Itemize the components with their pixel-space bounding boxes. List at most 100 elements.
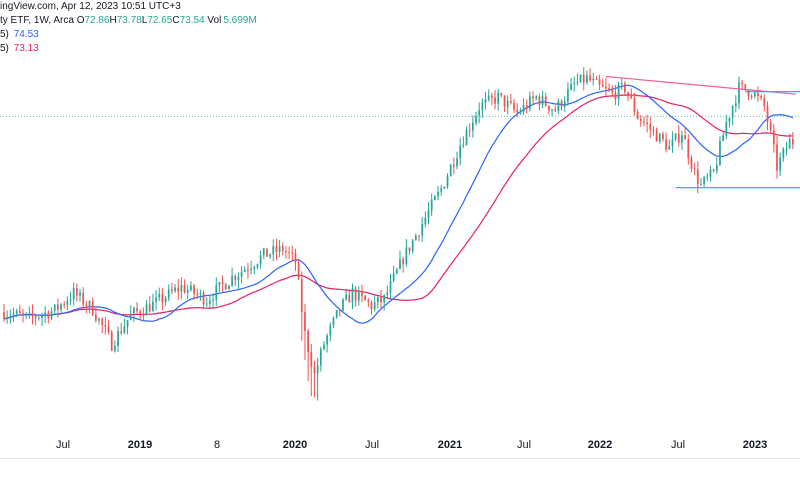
candle-body [72, 288, 75, 300]
candle-body [190, 285, 192, 291]
candle-body [6, 316, 9, 320]
ohlc-value-o: 72.86 [84, 15, 110, 26]
candle-body [522, 105, 525, 113]
candle-body [41, 315, 43, 318]
candle-body [304, 312, 306, 331]
candle-body [37, 317, 40, 319]
candle-body [750, 95, 753, 97]
candle-body [462, 145, 465, 147]
candle-body [747, 89, 750, 96]
candle-body [449, 164, 452, 177]
candle-body [516, 109, 519, 113]
candle-body [177, 287, 180, 292]
candle-body [655, 130, 658, 142]
candle-body [139, 311, 142, 315]
candle-body [576, 82, 579, 84]
candle-body [275, 246, 278, 252]
x-tick-label: Jul [516, 439, 532, 451]
ohlc-key-o: O [76, 15, 85, 26]
candle-body [66, 301, 69, 305]
ohlc-key-h: H [109, 15, 117, 26]
candle-body [88, 301, 91, 307]
candle-body [399, 259, 401, 270]
volume-value: 5.699M [223, 15, 257, 26]
candle-body [12, 313, 15, 317]
candle-body [532, 96, 534, 99]
candle-body [209, 300, 211, 304]
chart-legend: ingView.com, Apr 12, 2023 10:51 UTC+3 ty… [0, 0, 257, 56]
candle-body [734, 103, 737, 107]
candle-body [674, 133, 677, 140]
candle-body [15, 310, 18, 314]
time-axis[interactable]: Jul 2019 8 2020 Jul 2021 Jul 2022 Jul 2023 [0, 433, 800, 487]
candle-body [63, 304, 66, 306]
candle-body [332, 317, 335, 326]
candle-body [34, 316, 37, 319]
candle-body [405, 247, 408, 265]
candle-body [703, 177, 705, 185]
candle-body [53, 304, 56, 312]
candle-body [361, 291, 363, 296]
candle-body [351, 288, 354, 303]
symbol-row: ty ETF, 1W, Arca O72.86H73.78L72.65C73.5… [0, 14, 257, 28]
candle-body [129, 313, 132, 321]
candle-body [85, 304, 88, 307]
candle-body [167, 289, 170, 299]
price-chart[interactable] [0, 0, 800, 433]
candle-body [164, 298, 167, 303]
candle-body [79, 292, 81, 296]
candle-body [262, 248, 265, 256]
candle-body [259, 255, 262, 265]
candle-body [560, 101, 563, 107]
candle-body [107, 326, 110, 333]
candle-body [186, 290, 189, 293]
candle-body [643, 121, 645, 123]
ohlc-key-l: L [141, 15, 148, 26]
candle-body [592, 78, 595, 81]
candle-body [411, 240, 414, 252]
candle-body [392, 273, 395, 281]
candle-body [465, 130, 468, 146]
candle-body [215, 285, 218, 300]
candle-body [22, 313, 24, 315]
candle-body [44, 312, 47, 316]
candle-body [136, 308, 138, 312]
ma-slow-line [3, 94, 793, 320]
ma-slow-value: 73.13 [13, 43, 39, 54]
candle-body [313, 367, 316, 374]
candle-body [142, 314, 145, 316]
x-tick-label: 2022 [587, 439, 613, 451]
candle-body [383, 295, 386, 303]
candle-body [145, 304, 148, 316]
candle-body [722, 135, 725, 142]
candle-body [719, 141, 721, 165]
candle-body [668, 146, 671, 150]
candle-body [541, 96, 544, 105]
candle-body [782, 148, 785, 158]
candle-body [519, 112, 522, 114]
candle-body [687, 139, 690, 158]
candle-body [345, 294, 348, 300]
candle-body [624, 83, 626, 93]
candle-body [250, 268, 252, 271]
candle-body [633, 98, 636, 112]
candle-body [174, 287, 176, 292]
candle-body [510, 100, 512, 103]
candle-body [297, 262, 300, 280]
candle-body [440, 188, 443, 192]
candle-body [595, 78, 598, 80]
candle-body [386, 292, 389, 296]
candle-body [554, 109, 557, 112]
candle-body [731, 106, 734, 118]
candle-body [753, 92, 756, 97]
candle-body [155, 297, 157, 302]
candle-body [763, 97, 766, 107]
candle-body [281, 245, 284, 252]
candle-body [335, 310, 338, 318]
candle-body [367, 300, 370, 303]
candle-body [395, 269, 398, 274]
candle-body [586, 75, 588, 83]
candle-body [684, 135, 686, 140]
candle-body [285, 251, 287, 253]
